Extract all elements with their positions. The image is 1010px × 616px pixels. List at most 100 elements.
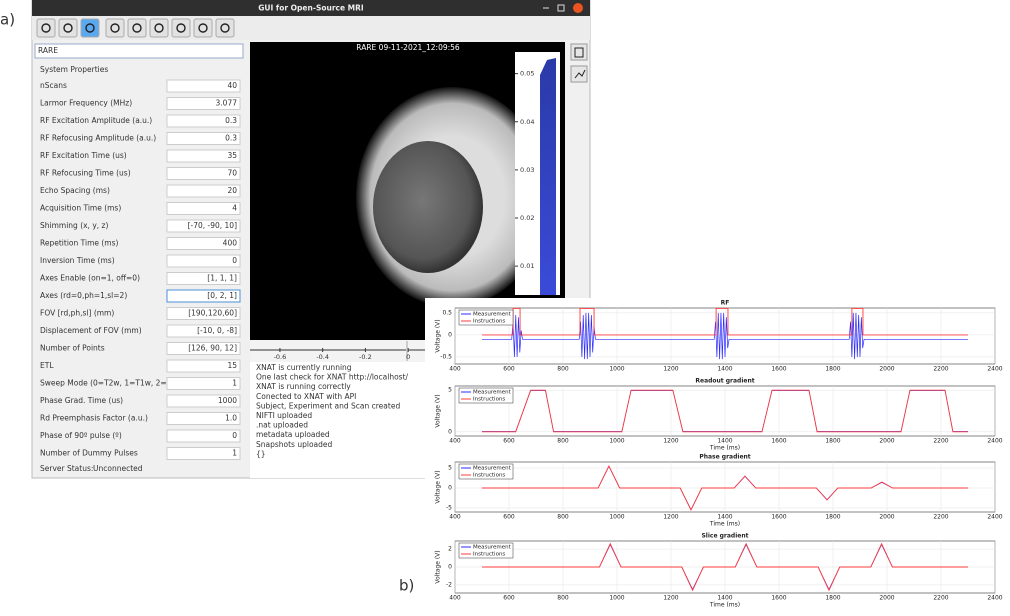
tool-button[interactable] xyxy=(570,43,588,61)
title-bar xyxy=(32,0,590,16)
field-input[interactable] xyxy=(166,167,241,180)
field-value: 4 xyxy=(232,204,237,213)
field-input[interactable] xyxy=(166,429,241,443)
field-label: FOV [rd,ph,sl] (mm) xyxy=(40,309,114,318)
chart-title: Phase gradient xyxy=(699,454,750,461)
log-line: Snapshots uploaded xyxy=(256,440,333,449)
x-tick-label: 2000 xyxy=(879,514,894,521)
field-input[interactable] xyxy=(166,237,241,250)
field-label: Echo Spacing (ms) xyxy=(40,186,110,195)
field-input[interactable] xyxy=(166,272,241,285)
x-tick-label: 1600 xyxy=(771,595,786,602)
x-tick-label: 2000 xyxy=(879,366,894,373)
series-line xyxy=(482,389,968,433)
x-tick-label: 800 xyxy=(557,366,569,373)
field-value: [0, 2, 1] xyxy=(207,291,237,300)
series-line xyxy=(482,312,968,360)
field-input[interactable] xyxy=(166,342,241,355)
x-tick-label: 600 xyxy=(503,514,515,521)
y-tick-label: 2 xyxy=(448,546,452,553)
y-tick-label: 0 xyxy=(448,564,452,571)
x-tick-label: 2200 xyxy=(933,595,948,602)
tool-button[interactable] xyxy=(80,18,100,38)
icon xyxy=(198,23,208,33)
tool-button[interactable] xyxy=(36,18,56,38)
field-input[interactable] xyxy=(166,359,241,373)
field-input[interactable] xyxy=(166,289,241,303)
field-label: Displacement of FOV (mm) xyxy=(40,326,142,335)
y-axis-label: Voltage (V) xyxy=(435,319,442,352)
x-tick-label: 2400 xyxy=(987,595,1002,602)
field-input[interactable] xyxy=(166,254,241,268)
field-label: Inversion Time (ms) xyxy=(40,256,115,265)
x-tick-label: 2400 xyxy=(987,366,1002,373)
x-tick-label: 1800 xyxy=(825,438,840,445)
field-input[interactable] xyxy=(166,377,241,390)
x-axis-label: Time (ms) xyxy=(709,521,740,528)
field-input[interactable] xyxy=(166,412,241,425)
field-label: ETL xyxy=(40,361,54,370)
x-tick-label: 600 xyxy=(503,366,515,373)
legend-label: Measurement xyxy=(473,545,512,551)
icon xyxy=(176,23,186,33)
field-label: Axes (rd=0,ph=1,sl=2) xyxy=(40,291,127,300)
x-tick-label: 1000 xyxy=(609,438,624,445)
tool-button[interactable] xyxy=(570,65,588,83)
profile-slider[interactable] xyxy=(406,341,408,361)
field-value: [190,120,60] xyxy=(188,309,237,318)
field-value: [126, 90, 12] xyxy=(188,344,237,353)
x-tick-label: 1200 xyxy=(663,438,678,445)
x-tick-label: 1400 xyxy=(717,438,732,445)
sequence-select[interactable] xyxy=(34,43,244,59)
field-input[interactable] xyxy=(166,114,241,128)
chart-title: RF xyxy=(721,300,730,307)
chart-title: Slice gradient xyxy=(701,533,748,540)
tool-button[interactable] xyxy=(127,18,147,38)
field-label: RF Excitation Time (us) xyxy=(40,151,127,160)
x-tick-label: 1400 xyxy=(717,595,732,602)
legend xyxy=(458,309,514,326)
field-input[interactable] xyxy=(166,184,241,198)
field-value: 0 xyxy=(232,431,237,440)
window-controls[interactable] xyxy=(543,3,583,13)
tool-button[interactable] xyxy=(149,18,169,38)
tool-button[interactable] xyxy=(58,18,78,38)
field-label: RF Refocusing Time (us) xyxy=(40,169,131,178)
x-tick-label: 800 xyxy=(557,438,569,445)
x-axis-label: Time (ms) xyxy=(709,445,740,452)
field-value: 0 xyxy=(232,256,237,265)
sequence-name: RARE xyxy=(38,46,58,55)
colorbar-histogram xyxy=(540,58,556,295)
field-input[interactable] xyxy=(166,219,241,233)
x-axis-label: Time (ms) xyxy=(709,602,740,609)
field-value: [-70, -90, 10] xyxy=(188,221,238,230)
x-tick-label: 0 xyxy=(406,353,410,361)
field-input[interactable] xyxy=(166,149,241,163)
field-input[interactable] xyxy=(166,447,241,460)
y-axis-label: Voltage (V) xyxy=(435,550,442,583)
tool-button[interactable] xyxy=(193,18,213,38)
field-input[interactable] xyxy=(166,97,241,110)
field-input[interactable] xyxy=(166,202,241,215)
field-input[interactable] xyxy=(166,79,241,93)
tool-button[interactable] xyxy=(171,18,191,38)
tool-button[interactable] xyxy=(215,18,235,38)
log-line: NIFTI uploaded xyxy=(256,411,312,420)
field-input[interactable] xyxy=(166,324,241,338)
x-tick-label: 1200 xyxy=(663,595,678,602)
legend-label: Instructions xyxy=(473,552,505,558)
y-tick-label: 0 xyxy=(448,428,452,435)
x-tick-label: 1600 xyxy=(771,514,786,521)
tool-button[interactable] xyxy=(105,18,125,38)
toolbar-bg xyxy=(32,16,590,40)
x-tick-label: 800 xyxy=(557,595,569,602)
field-label: RF Excitation Amplitude (a.u.) xyxy=(40,116,152,125)
field-input[interactable] xyxy=(166,132,241,145)
field-value: 1 xyxy=(232,379,237,388)
field-input[interactable] xyxy=(166,307,241,320)
colorbar-tick-label: 0.04 xyxy=(520,118,534,126)
field-value: 40 xyxy=(227,81,237,90)
log-line: metadata uploaded xyxy=(256,430,330,439)
field-input[interactable] xyxy=(166,394,241,408)
icon xyxy=(154,23,164,33)
